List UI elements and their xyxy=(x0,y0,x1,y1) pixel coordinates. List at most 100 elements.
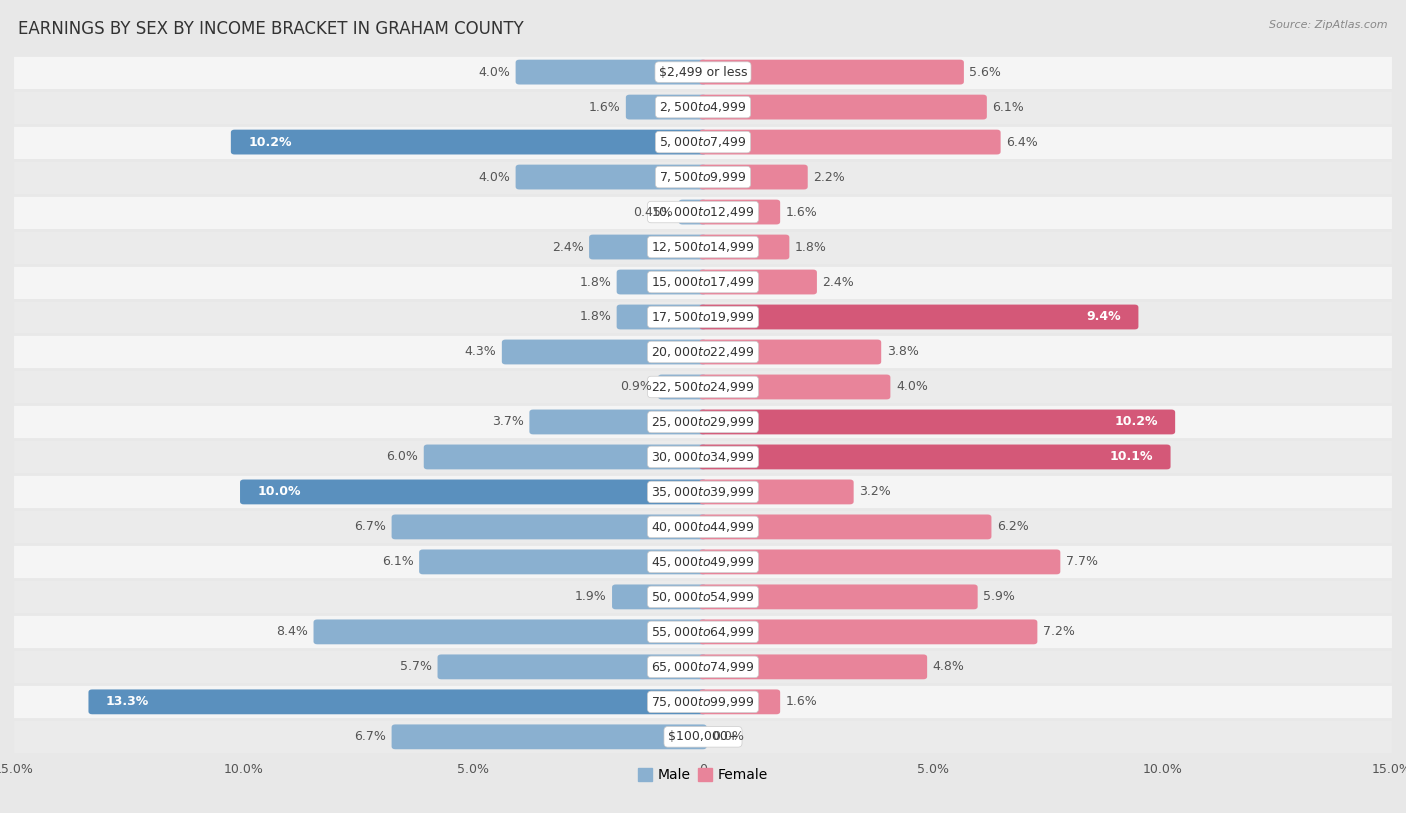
FancyBboxPatch shape xyxy=(617,305,707,329)
Text: 6.1%: 6.1% xyxy=(382,555,413,568)
Text: 7.7%: 7.7% xyxy=(1066,555,1098,568)
Text: 2.4%: 2.4% xyxy=(551,241,583,254)
FancyBboxPatch shape xyxy=(699,94,987,120)
Text: 1.6%: 1.6% xyxy=(589,101,620,114)
Text: 1.6%: 1.6% xyxy=(786,695,817,708)
Text: 2.2%: 2.2% xyxy=(813,171,845,184)
Text: $100,000+: $100,000+ xyxy=(668,730,738,743)
Text: $35,000 to $39,999: $35,000 to $39,999 xyxy=(651,485,755,499)
Text: EARNINGS BY SEX BY INCOME BRACKET IN GRAHAM COUNTY: EARNINGS BY SEX BY INCOME BRACKET IN GRA… xyxy=(18,20,524,38)
FancyBboxPatch shape xyxy=(240,480,707,504)
Text: $45,000 to $49,999: $45,000 to $49,999 xyxy=(651,555,755,569)
FancyBboxPatch shape xyxy=(612,585,707,609)
Text: $7,500 to $9,999: $7,500 to $9,999 xyxy=(659,170,747,184)
Text: 1.8%: 1.8% xyxy=(794,241,827,254)
Text: 0.45%: 0.45% xyxy=(633,206,673,219)
Text: $17,500 to $19,999: $17,500 to $19,999 xyxy=(651,310,755,324)
FancyBboxPatch shape xyxy=(423,445,707,469)
FancyBboxPatch shape xyxy=(699,59,965,85)
FancyBboxPatch shape xyxy=(231,129,707,154)
FancyBboxPatch shape xyxy=(699,550,1060,574)
Text: 2.4%: 2.4% xyxy=(823,276,855,289)
FancyBboxPatch shape xyxy=(14,334,1392,369)
Text: 6.7%: 6.7% xyxy=(354,520,387,533)
FancyBboxPatch shape xyxy=(699,445,1171,469)
Text: 3.8%: 3.8% xyxy=(887,346,918,359)
FancyBboxPatch shape xyxy=(502,340,707,364)
FancyBboxPatch shape xyxy=(516,164,707,189)
Text: $5,000 to $7,499: $5,000 to $7,499 xyxy=(659,135,747,149)
FancyBboxPatch shape xyxy=(626,94,707,120)
FancyBboxPatch shape xyxy=(699,375,890,399)
FancyBboxPatch shape xyxy=(699,515,991,539)
Text: 10.0%: 10.0% xyxy=(257,485,301,498)
Text: 1.6%: 1.6% xyxy=(786,206,817,219)
Text: $50,000 to $54,999: $50,000 to $54,999 xyxy=(651,590,755,604)
FancyBboxPatch shape xyxy=(699,410,1175,434)
Text: 5.6%: 5.6% xyxy=(969,66,1001,79)
Text: $10,000 to $12,499: $10,000 to $12,499 xyxy=(651,205,755,219)
Text: 1.8%: 1.8% xyxy=(579,276,612,289)
FancyBboxPatch shape xyxy=(14,229,1392,264)
FancyBboxPatch shape xyxy=(658,375,707,399)
Text: 0.9%: 0.9% xyxy=(620,380,652,393)
Text: 10.1%: 10.1% xyxy=(1109,450,1153,463)
FancyBboxPatch shape xyxy=(392,724,707,750)
Text: $2,500 to $4,999: $2,500 to $4,999 xyxy=(659,100,747,114)
FancyBboxPatch shape xyxy=(14,194,1392,229)
Text: 6.1%: 6.1% xyxy=(993,101,1024,114)
FancyBboxPatch shape xyxy=(699,654,927,680)
Legend: Male, Female: Male, Female xyxy=(633,763,773,788)
Text: 5.7%: 5.7% xyxy=(401,660,432,673)
FancyBboxPatch shape xyxy=(14,369,1392,404)
FancyBboxPatch shape xyxy=(14,159,1392,194)
FancyBboxPatch shape xyxy=(314,620,707,645)
FancyBboxPatch shape xyxy=(14,440,1392,475)
FancyBboxPatch shape xyxy=(516,59,707,85)
FancyBboxPatch shape xyxy=(530,410,707,434)
Text: 4.0%: 4.0% xyxy=(478,171,510,184)
FancyBboxPatch shape xyxy=(89,689,707,715)
Text: Source: ZipAtlas.com: Source: ZipAtlas.com xyxy=(1270,20,1388,30)
FancyBboxPatch shape xyxy=(699,129,1001,154)
Text: 5.9%: 5.9% xyxy=(983,590,1015,603)
FancyBboxPatch shape xyxy=(699,305,1139,329)
FancyBboxPatch shape xyxy=(14,510,1392,545)
FancyBboxPatch shape xyxy=(699,689,780,715)
FancyBboxPatch shape xyxy=(699,164,807,189)
FancyBboxPatch shape xyxy=(437,654,707,680)
Text: 3.7%: 3.7% xyxy=(492,415,524,428)
Text: $30,000 to $34,999: $30,000 to $34,999 xyxy=(651,450,755,464)
FancyBboxPatch shape xyxy=(14,264,1392,299)
FancyBboxPatch shape xyxy=(14,124,1392,159)
FancyBboxPatch shape xyxy=(14,54,1392,89)
FancyBboxPatch shape xyxy=(392,515,707,539)
Text: 0.0%: 0.0% xyxy=(713,730,744,743)
FancyBboxPatch shape xyxy=(14,404,1392,440)
Text: $75,000 to $99,999: $75,000 to $99,999 xyxy=(651,695,755,709)
Text: 1.8%: 1.8% xyxy=(579,311,612,324)
FancyBboxPatch shape xyxy=(679,200,707,224)
Text: $40,000 to $44,999: $40,000 to $44,999 xyxy=(651,520,755,534)
Text: 9.4%: 9.4% xyxy=(1087,311,1121,324)
Text: 6.0%: 6.0% xyxy=(387,450,418,463)
Text: $55,000 to $64,999: $55,000 to $64,999 xyxy=(651,625,755,639)
FancyBboxPatch shape xyxy=(14,615,1392,650)
Text: $2,499 or less: $2,499 or less xyxy=(659,66,747,79)
Text: 4.8%: 4.8% xyxy=(932,660,965,673)
FancyBboxPatch shape xyxy=(699,270,817,294)
FancyBboxPatch shape xyxy=(699,200,780,224)
Text: 10.2%: 10.2% xyxy=(1114,415,1157,428)
FancyBboxPatch shape xyxy=(699,340,882,364)
Text: $12,500 to $14,999: $12,500 to $14,999 xyxy=(651,240,755,254)
FancyBboxPatch shape xyxy=(14,475,1392,510)
Text: $22,500 to $24,999: $22,500 to $24,999 xyxy=(651,380,755,394)
FancyBboxPatch shape xyxy=(14,89,1392,124)
FancyBboxPatch shape xyxy=(14,685,1392,720)
Text: 6.7%: 6.7% xyxy=(354,730,387,743)
FancyBboxPatch shape xyxy=(699,585,977,609)
FancyBboxPatch shape xyxy=(14,650,1392,685)
Text: 7.2%: 7.2% xyxy=(1043,625,1074,638)
FancyBboxPatch shape xyxy=(14,580,1392,615)
FancyBboxPatch shape xyxy=(589,235,707,259)
